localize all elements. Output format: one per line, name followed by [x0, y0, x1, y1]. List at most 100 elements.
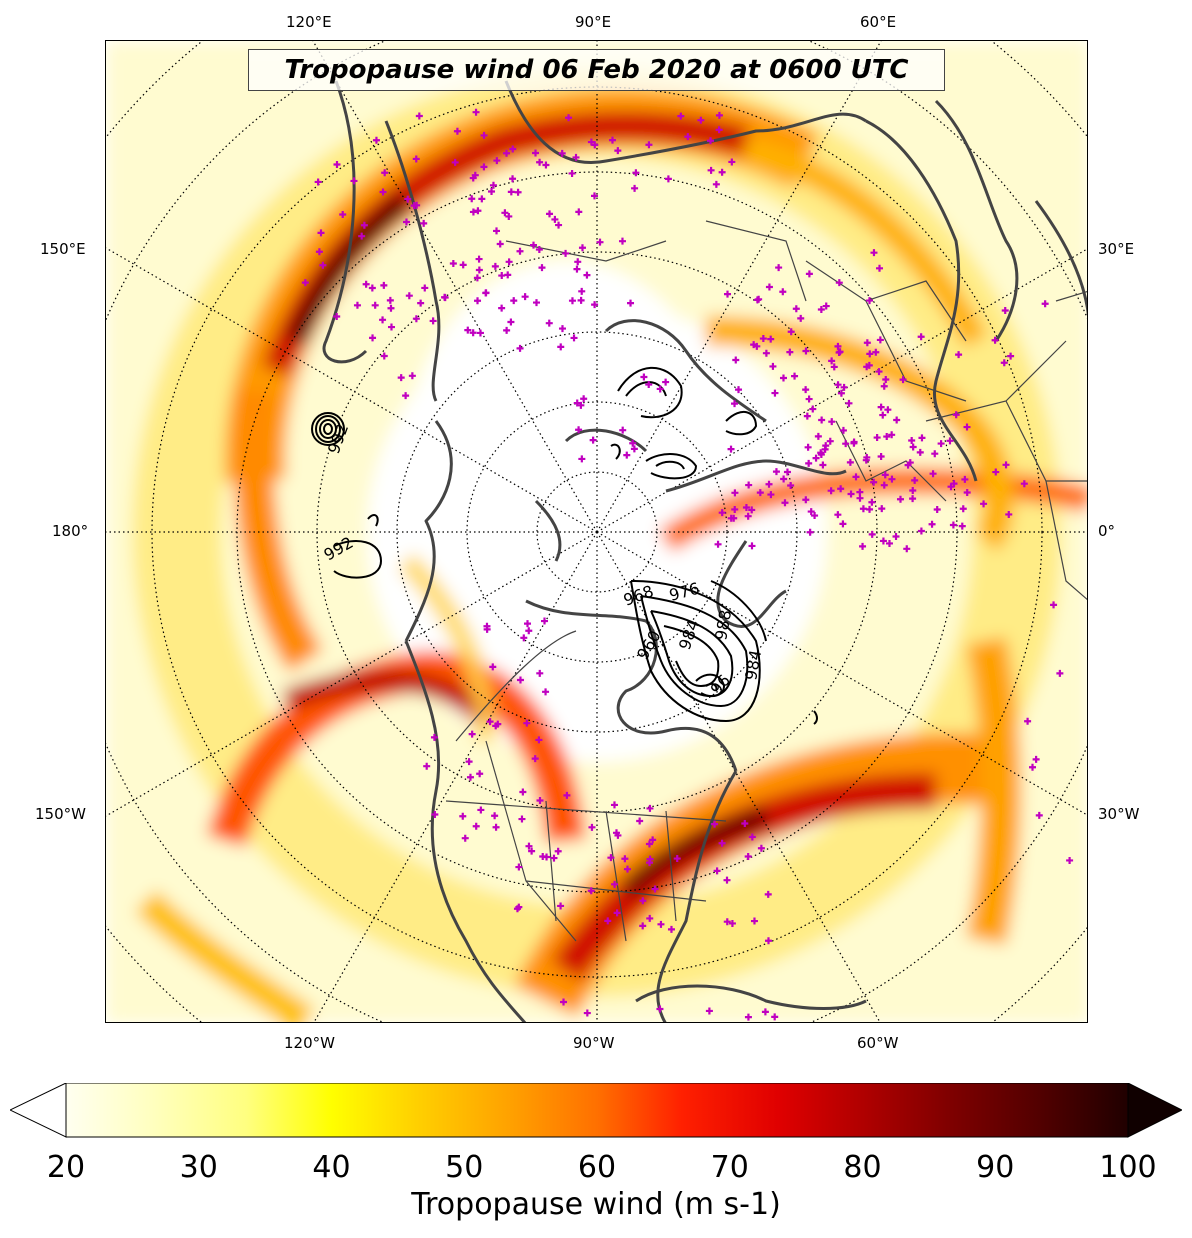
station-marker — [845, 399, 853, 407]
station-marker — [417, 299, 425, 307]
station-marker — [589, 436, 597, 444]
station-marker — [538, 264, 546, 272]
station-marker — [715, 111, 723, 119]
station-marker — [779, 288, 787, 296]
station-marker — [431, 811, 439, 819]
station-marker — [879, 537, 887, 545]
station-marker — [819, 461, 827, 469]
station-marker — [728, 158, 736, 166]
station-marker — [872, 348, 880, 356]
station-marker — [429, 317, 437, 325]
station-marker — [876, 336, 884, 344]
station-marker — [491, 812, 499, 820]
station-marker — [319, 261, 327, 269]
station-marker — [483, 622, 491, 630]
station-marker — [503, 326, 511, 334]
colorbar-tick: 90 — [976, 1150, 1015, 1185]
station-marker — [575, 208, 583, 216]
station-marker — [412, 315, 420, 323]
station-marker — [755, 295, 763, 303]
station-marker — [809, 405, 817, 413]
station-marker — [1005, 510, 1013, 518]
station-marker — [765, 480, 773, 488]
station-marker — [1029, 763, 1037, 771]
station-marker — [1041, 300, 1049, 308]
station-marker — [835, 348, 843, 356]
station-marker — [909, 443, 917, 451]
station-marker — [847, 490, 855, 498]
station-marker — [596, 238, 604, 246]
station-marker — [477, 806, 485, 814]
station-marker — [744, 512, 752, 520]
station-marker — [771, 389, 779, 397]
station-marker — [748, 542, 756, 550]
station-marker — [767, 335, 775, 343]
lon-label-bottom-2: 90°W — [573, 1034, 615, 1052]
station-marker — [469, 329, 477, 337]
station-marker — [551, 215, 559, 223]
station-marker — [859, 505, 867, 513]
station-marker — [423, 762, 431, 770]
coastlines — [322, 80, 1087, 1022]
station-marker — [727, 445, 735, 453]
station-marker — [486, 718, 494, 726]
station-marker — [415, 112, 423, 120]
station-marker — [489, 181, 497, 189]
station-marker — [496, 240, 504, 248]
station-marker — [557, 902, 565, 910]
station-marker — [952, 411, 960, 419]
station-marker — [850, 438, 858, 446]
station-marker — [812, 454, 820, 462]
station-marker — [478, 195, 486, 203]
station-marker — [362, 280, 370, 288]
station-marker — [493, 227, 501, 235]
station-marker — [818, 416, 826, 424]
station-marker — [718, 839, 726, 847]
station-marker — [817, 305, 825, 313]
station-marker — [449, 259, 457, 267]
station-marker — [466, 773, 474, 781]
station-marker — [577, 401, 585, 409]
station-marker — [532, 149, 540, 157]
station-marker — [748, 833, 756, 841]
station-marker — [834, 511, 842, 519]
station-marker — [718, 509, 726, 517]
station-marker — [372, 136, 380, 144]
station-marker — [535, 245, 543, 253]
station-marker — [1020, 480, 1028, 488]
station-marker — [946, 437, 954, 445]
station-marker — [730, 514, 738, 522]
station-marker — [1050, 601, 1058, 609]
station-marker — [745, 481, 753, 489]
lon-label-right-3: 30°W — [1098, 805, 1140, 823]
lon-label-top-1: 120°E — [286, 13, 332, 31]
station-marker — [397, 374, 405, 382]
station-marker — [591, 301, 599, 309]
station-marker — [380, 281, 388, 289]
lon-label-bottom-1: 120°W — [284, 1034, 335, 1052]
station-marker — [507, 188, 515, 196]
station-marker — [554, 847, 562, 855]
station-marker — [379, 188, 387, 196]
station-marker — [931, 450, 939, 458]
station-marker — [744, 1013, 752, 1021]
station-marker — [494, 720, 502, 728]
station-marker — [333, 161, 341, 169]
station-marker — [516, 344, 524, 352]
colorbar-tick: 80 — [843, 1150, 882, 1185]
station-marker — [504, 271, 512, 279]
station-marker — [472, 822, 480, 830]
station-marker — [523, 719, 531, 727]
station-marker — [839, 426, 847, 434]
station-marker — [958, 522, 966, 530]
station-marker — [667, 925, 675, 933]
station-marker — [742, 504, 750, 512]
station-marker — [410, 202, 418, 210]
station-marker — [840, 383, 848, 391]
station-marker — [837, 389, 845, 397]
station-marker — [884, 406, 892, 414]
station-marker — [404, 195, 412, 203]
station-marker — [880, 382, 888, 390]
station-marker — [835, 279, 843, 287]
colorbar-tick: 50 — [445, 1150, 484, 1185]
